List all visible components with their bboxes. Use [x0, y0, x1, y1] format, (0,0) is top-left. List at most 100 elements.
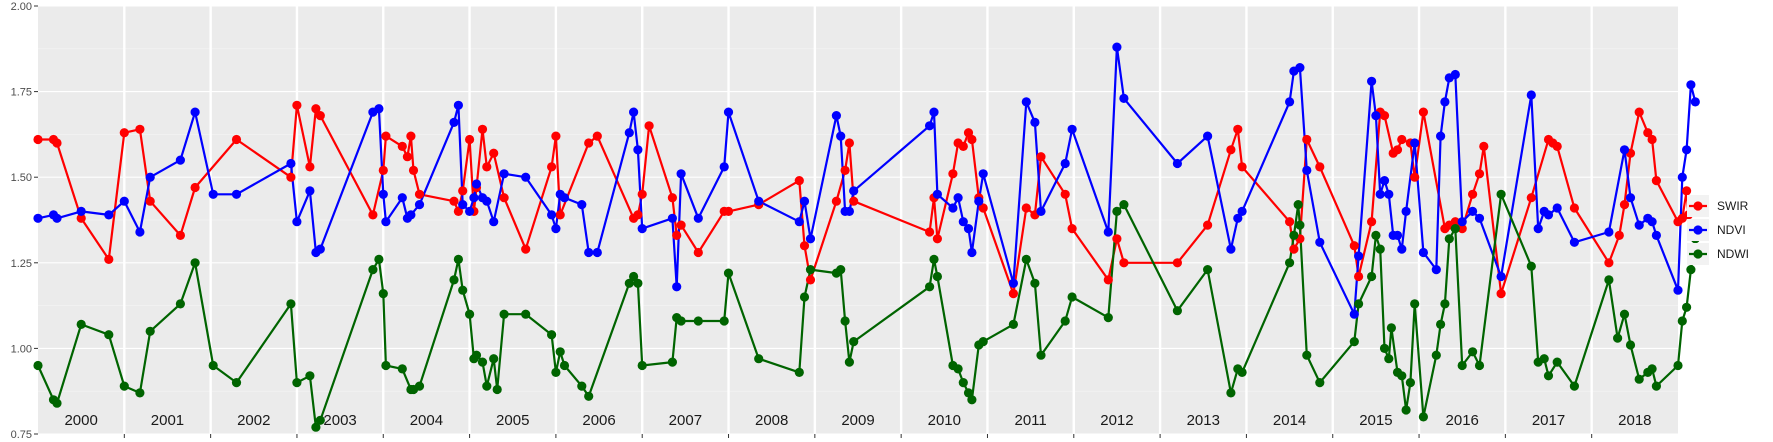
data-point-ndwi: [559, 360, 570, 371]
year-label-2011: 2011: [1014, 412, 1046, 429]
data-point-ndwi: [1285, 258, 1295, 268]
data-point-ndvi: [676, 169, 686, 179]
data-point-ndvi: [135, 227, 145, 237]
data-point-ndvi: [723, 107, 734, 117]
data-point-ndvi: [145, 172, 155, 182]
data-point-ndwi: [1677, 316, 1687, 326]
data-point-swir: [1397, 134, 1407, 145]
data-point-ndvi: [1233, 213, 1243, 223]
data-point-swir: [76, 213, 86, 223]
data-point-ndvi: [449, 117, 459, 127]
data-point-ndwi: [676, 316, 686, 326]
data-point-swir: [1112, 234, 1122, 244]
year-label-2001: 2001: [151, 412, 184, 429]
year-label-2009: 2009: [841, 412, 874, 429]
data-point-ndwi: [453, 254, 463, 264]
data-point-ndvi: [844, 206, 855, 216]
data-point-swir: [555, 210, 565, 220]
year-label-2010: 2010: [928, 412, 961, 429]
data-point-ndwi: [521, 309, 531, 319]
data-point-ndwi: [932, 271, 943, 282]
data-point-swir: [932, 234, 943, 244]
data-point-ndvi: [1349, 309, 1359, 319]
data-point-ndwi: [499, 309, 509, 319]
data-point-ndwi: [1349, 337, 1359, 347]
data-point-ndvi: [1295, 63, 1305, 73]
year-labels: 2000 2001 2002 2003 2004 2005 2006 2007 2008 2009…: [64, 412, 1651, 429]
data-point-swir: [1379, 111, 1390, 121]
data-point-swir: [963, 128, 974, 138]
data-point-ndwi: [368, 265, 378, 275]
data-point-ndvi: [948, 203, 958, 213]
data-point-swir: [1233, 124, 1243, 134]
data-point-swir: [1392, 145, 1403, 155]
data-point-swir: [1289, 244, 1299, 254]
data-point-ndvi: [1103, 227, 1113, 237]
data-point-swir: [1651, 176, 1661, 186]
data-point-ndvi: [1008, 278, 1019, 288]
y-tick-label: 0.75: [11, 429, 32, 441]
data-point-swir: [1647, 134, 1657, 145]
year-label-2002: 2002: [237, 412, 270, 429]
data-point-ndwi: [794, 367, 804, 377]
year-label-2018: 2018: [1618, 412, 1651, 429]
year-label-2012: 2012: [1100, 412, 1133, 429]
data-point-ndvi: [624, 128, 634, 138]
data-point-swir: [414, 189, 425, 199]
data-point-swir: [286, 172, 296, 182]
data-point-ndvi: [378, 189, 388, 199]
series-line-swir: [38, 104, 1695, 295]
data-point-ndwi: [925, 282, 935, 292]
data-point-ndvi: [1367, 76, 1377, 86]
data-point-swir: [831, 196, 842, 206]
data-point-ndwi: [637, 360, 647, 371]
data-point-ndwi: [1036, 350, 1046, 360]
data-point-ndvi: [1354, 251, 1364, 261]
data-point-ndvi: [33, 213, 43, 223]
data-point-ndwi: [135, 388, 145, 398]
data-point-swir: [33, 134, 43, 145]
data-point-swir: [584, 138, 594, 148]
data-point-ndwi: [1067, 292, 1077, 302]
data-point-ndwi: [1673, 360, 1683, 371]
data-point-swir: [1634, 107, 1644, 117]
data-point-ndvi: [1543, 210, 1554, 220]
data-point-ndvi: [1418, 247, 1428, 258]
data-point-swir: [1172, 258, 1182, 268]
data-point-ndwi: [1526, 261, 1536, 271]
data-point-swir: [1552, 141, 1562, 151]
data-point-ndwi: [1647, 364, 1657, 374]
data-point-ndwi: [1686, 265, 1696, 275]
data-point-swir: [693, 247, 703, 258]
data-point-ndwi: [1295, 220, 1305, 230]
data-point-ndwi: [754, 354, 764, 364]
data-point-swir: [644, 121, 654, 131]
data-point-ndvi: [1060, 158, 1070, 169]
data-point-ndvi: [672, 282, 682, 292]
data-point-ndwi: [482, 381, 492, 391]
data-point-swir: [1496, 289, 1506, 299]
data-point-swir: [315, 111, 325, 121]
data-point-ndwi: [1315, 378, 1325, 388]
data-point-ndwi: [799, 292, 810, 302]
data-point-swir: [175, 230, 185, 240]
data-point-ndwi: [1103, 313, 1113, 323]
data-point-ndvi: [414, 200, 425, 210]
data-point-swir: [1604, 258, 1614, 268]
data-point-ndvi: [482, 196, 492, 206]
data-point-ndwi: [471, 350, 482, 360]
data-point-ndwi: [929, 254, 939, 264]
data-point-ndwi: [1172, 306, 1182, 316]
data-point-swir: [190, 182, 200, 193]
data-point-ndvi: [1172, 158, 1182, 169]
data-point-ndwi: [1436, 319, 1446, 329]
data-point-swir: [925, 227, 935, 237]
data-point-ndwi: [719, 316, 729, 326]
data-point-ndvi: [1651, 230, 1661, 240]
data-point-swir: [1468, 189, 1478, 199]
data-point-swir: [406, 131, 416, 141]
data-point-swir: [311, 104, 321, 114]
data-point-ndvi: [1625, 193, 1636, 203]
data-point-ndvi: [1302, 165, 1312, 175]
